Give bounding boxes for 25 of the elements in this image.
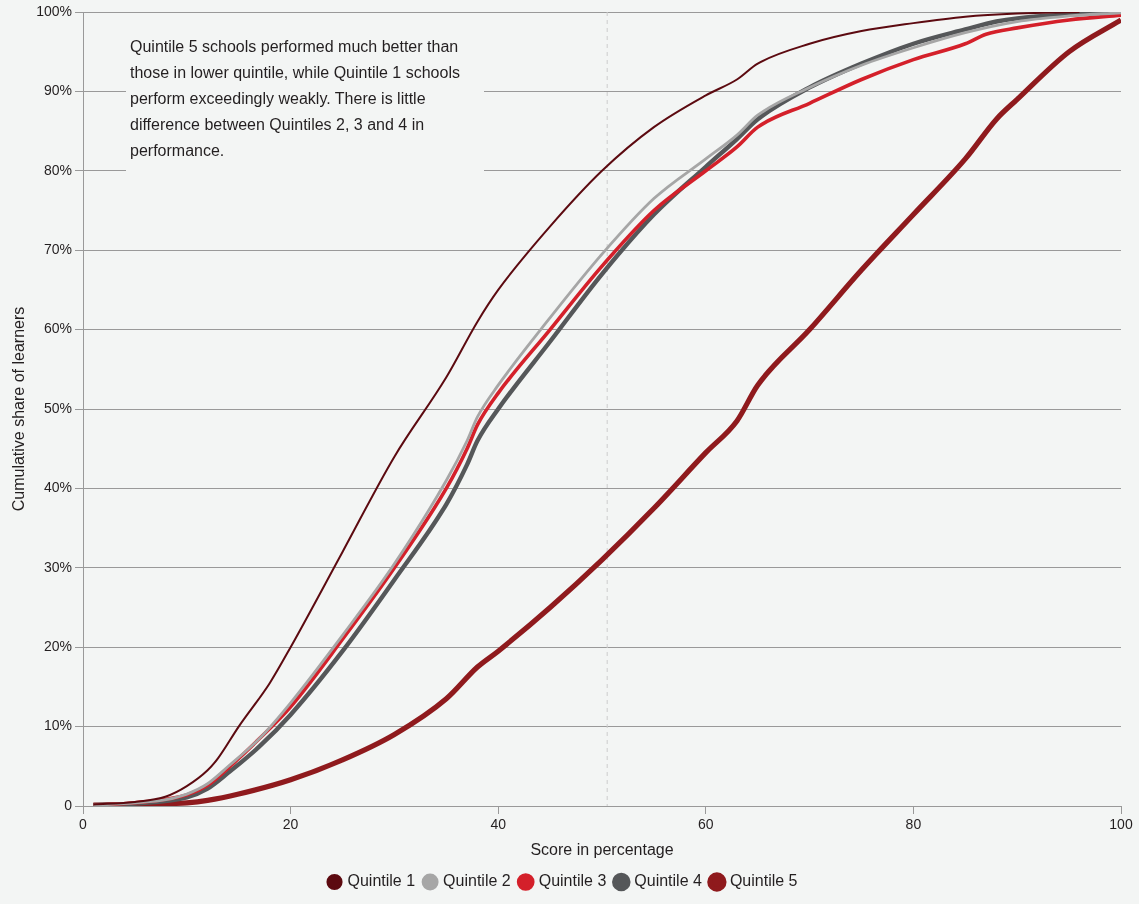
x-axis-title: Score in percentage: [530, 840, 674, 858]
legend-label: Quintile 4: [634, 872, 702, 890]
y-tick-label: 30%: [43, 558, 73, 575]
y-tick-label: 80%: [43, 161, 73, 178]
legend-label: Quintile 3: [538, 872, 607, 890]
x-tick-label: 20: [282, 816, 299, 833]
x-tick-label: 0: [79, 816, 88, 833]
y-tick-label: 90%: [43, 82, 73, 99]
y-tick-label: 70%: [43, 241, 73, 258]
y-axis-title: Cumulative share of learners: [10, 306, 28, 512]
x-tick-label: 60: [698, 816, 714, 833]
legend-label: Quintile 5: [729, 872, 798, 890]
y-tick-label: 40%: [43, 479, 73, 496]
y-tick-label: 60%: [43, 320, 73, 337]
y-tick-label: 50%: [43, 399, 73, 416]
legend-label: Quintile 2: [443, 872, 511, 890]
legend-label: Quintile 1: [347, 872, 416, 890]
y-tick-label: 20%: [43, 638, 73, 655]
y-tick-label: 100%: [36, 2, 73, 19]
x-tick-label: 80: [905, 816, 922, 833]
x-tick-label: 100: [1109, 816, 1133, 833]
y-tick-label: 0: [64, 796, 73, 813]
y-tick-label: 10%: [43, 717, 73, 734]
annotation: Quintile 5 schools performed much better than those in lower quintile, while Quintile 1 schools perform exceedingly weakly. There is little difference between Quintiles 2, 3 and 4 in performance.: [126, 30, 484, 172]
x-tick-label: 40: [490, 816, 507, 833]
